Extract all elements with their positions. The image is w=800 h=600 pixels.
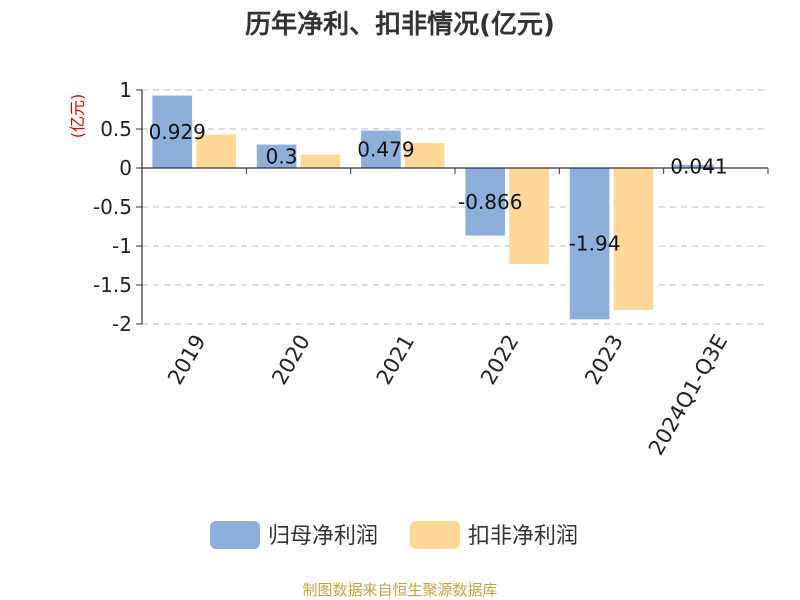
bar-parent-net-profit-2020 (256, 144, 297, 168)
grid-lines (142, 89, 768, 325)
x-tick-label: 2024Q1-Q3E (644, 331, 732, 460)
data-label: 0.929 (149, 120, 206, 144)
bar-parent-net-profit-2023 (569, 168, 610, 320)
x-tick-label: 2023 (580, 331, 628, 389)
chart-title: 历年净利、扣非情况(亿元) (245, 9, 555, 40)
data-label: -0.866 (458, 190, 522, 214)
y-tick-label: -0.5 (93, 195, 132, 219)
legend-label: 归母净利润 (268, 524, 378, 549)
legend-swatch (210, 521, 260, 549)
data-label: -1.94 (569, 232, 621, 256)
x-tick-label: 2021 (372, 331, 420, 389)
source-note: 制图数据来自恒生聚源数据库 (302, 581, 497, 599)
y-tick-label: 0.5 (100, 117, 132, 141)
y-unit-label: (亿元) (68, 94, 87, 139)
bar-parent-net-profit-2019 (152, 95, 193, 168)
legend-label: 扣非净利润 (468, 524, 578, 549)
x-tick-label: 2019 (163, 331, 211, 389)
data-label: 0.479 (357, 137, 414, 161)
y-tick-label: 0 (119, 156, 132, 180)
bar-deducted-net-profit-2019 (196, 134, 236, 168)
bar-parent-net-profit-2022 (465, 168, 506, 236)
y-tick-label: -1 (112, 234, 132, 258)
bar-parent-net-profit-2021 (361, 130, 401, 168)
data-labels: 0.929 0.3 0.479 -0.866 -1.94 0.041 (149, 120, 728, 256)
legend-swatch (410, 521, 460, 549)
bar-deducted-net-profit-2021 (404, 143, 445, 168)
x-tick-label: 2020 (267, 331, 315, 389)
legend: 归母净利润 扣非净利润 (210, 521, 578, 549)
data-label: 0.3 (266, 144, 298, 168)
bar-parent-net-profit-2024Q1-Q3E (674, 164, 714, 168)
bars (152, 95, 714, 320)
y-tick-label: -1.5 (93, 273, 132, 297)
data-label: 0.041 (670, 154, 727, 178)
bar-deducted-net-profit-2023 (613, 168, 654, 310)
x-tick-label: 2022 (476, 331, 524, 389)
y-tick-label: 1 (119, 78, 132, 102)
y-tick-label: -2 (112, 312, 132, 336)
bar-deducted-net-profit-2020 (300, 154, 341, 168)
bar-deducted-net-profit-2022 (509, 168, 549, 264)
